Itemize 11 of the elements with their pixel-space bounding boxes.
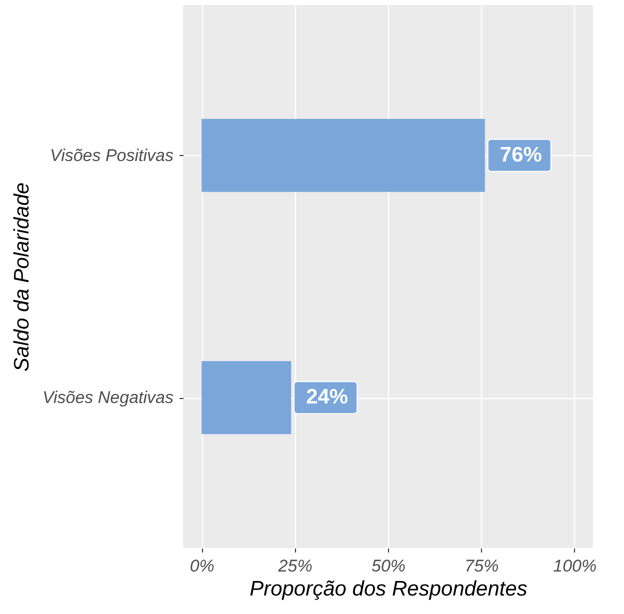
data-label: 76% bbox=[500, 143, 542, 166]
x-tick-label: 25% bbox=[277, 556, 312, 576]
x-tick-label: 75% bbox=[464, 556, 499, 576]
y-tick-label: Visões Negativas bbox=[42, 388, 174, 408]
y-tick-label: Visões Positivas bbox=[50, 146, 174, 165]
y-axis-title: Saldo da Polaridade bbox=[10, 182, 34, 372]
x-tick-label: 0% bbox=[190, 556, 214, 576]
data-label: 24% bbox=[306, 386, 348, 409]
x-axis-title: Proporção dos Respondentes bbox=[250, 578, 528, 600]
x-tick-label: 100% bbox=[553, 556, 597, 576]
x-tick-label: 50% bbox=[371, 556, 406, 576]
